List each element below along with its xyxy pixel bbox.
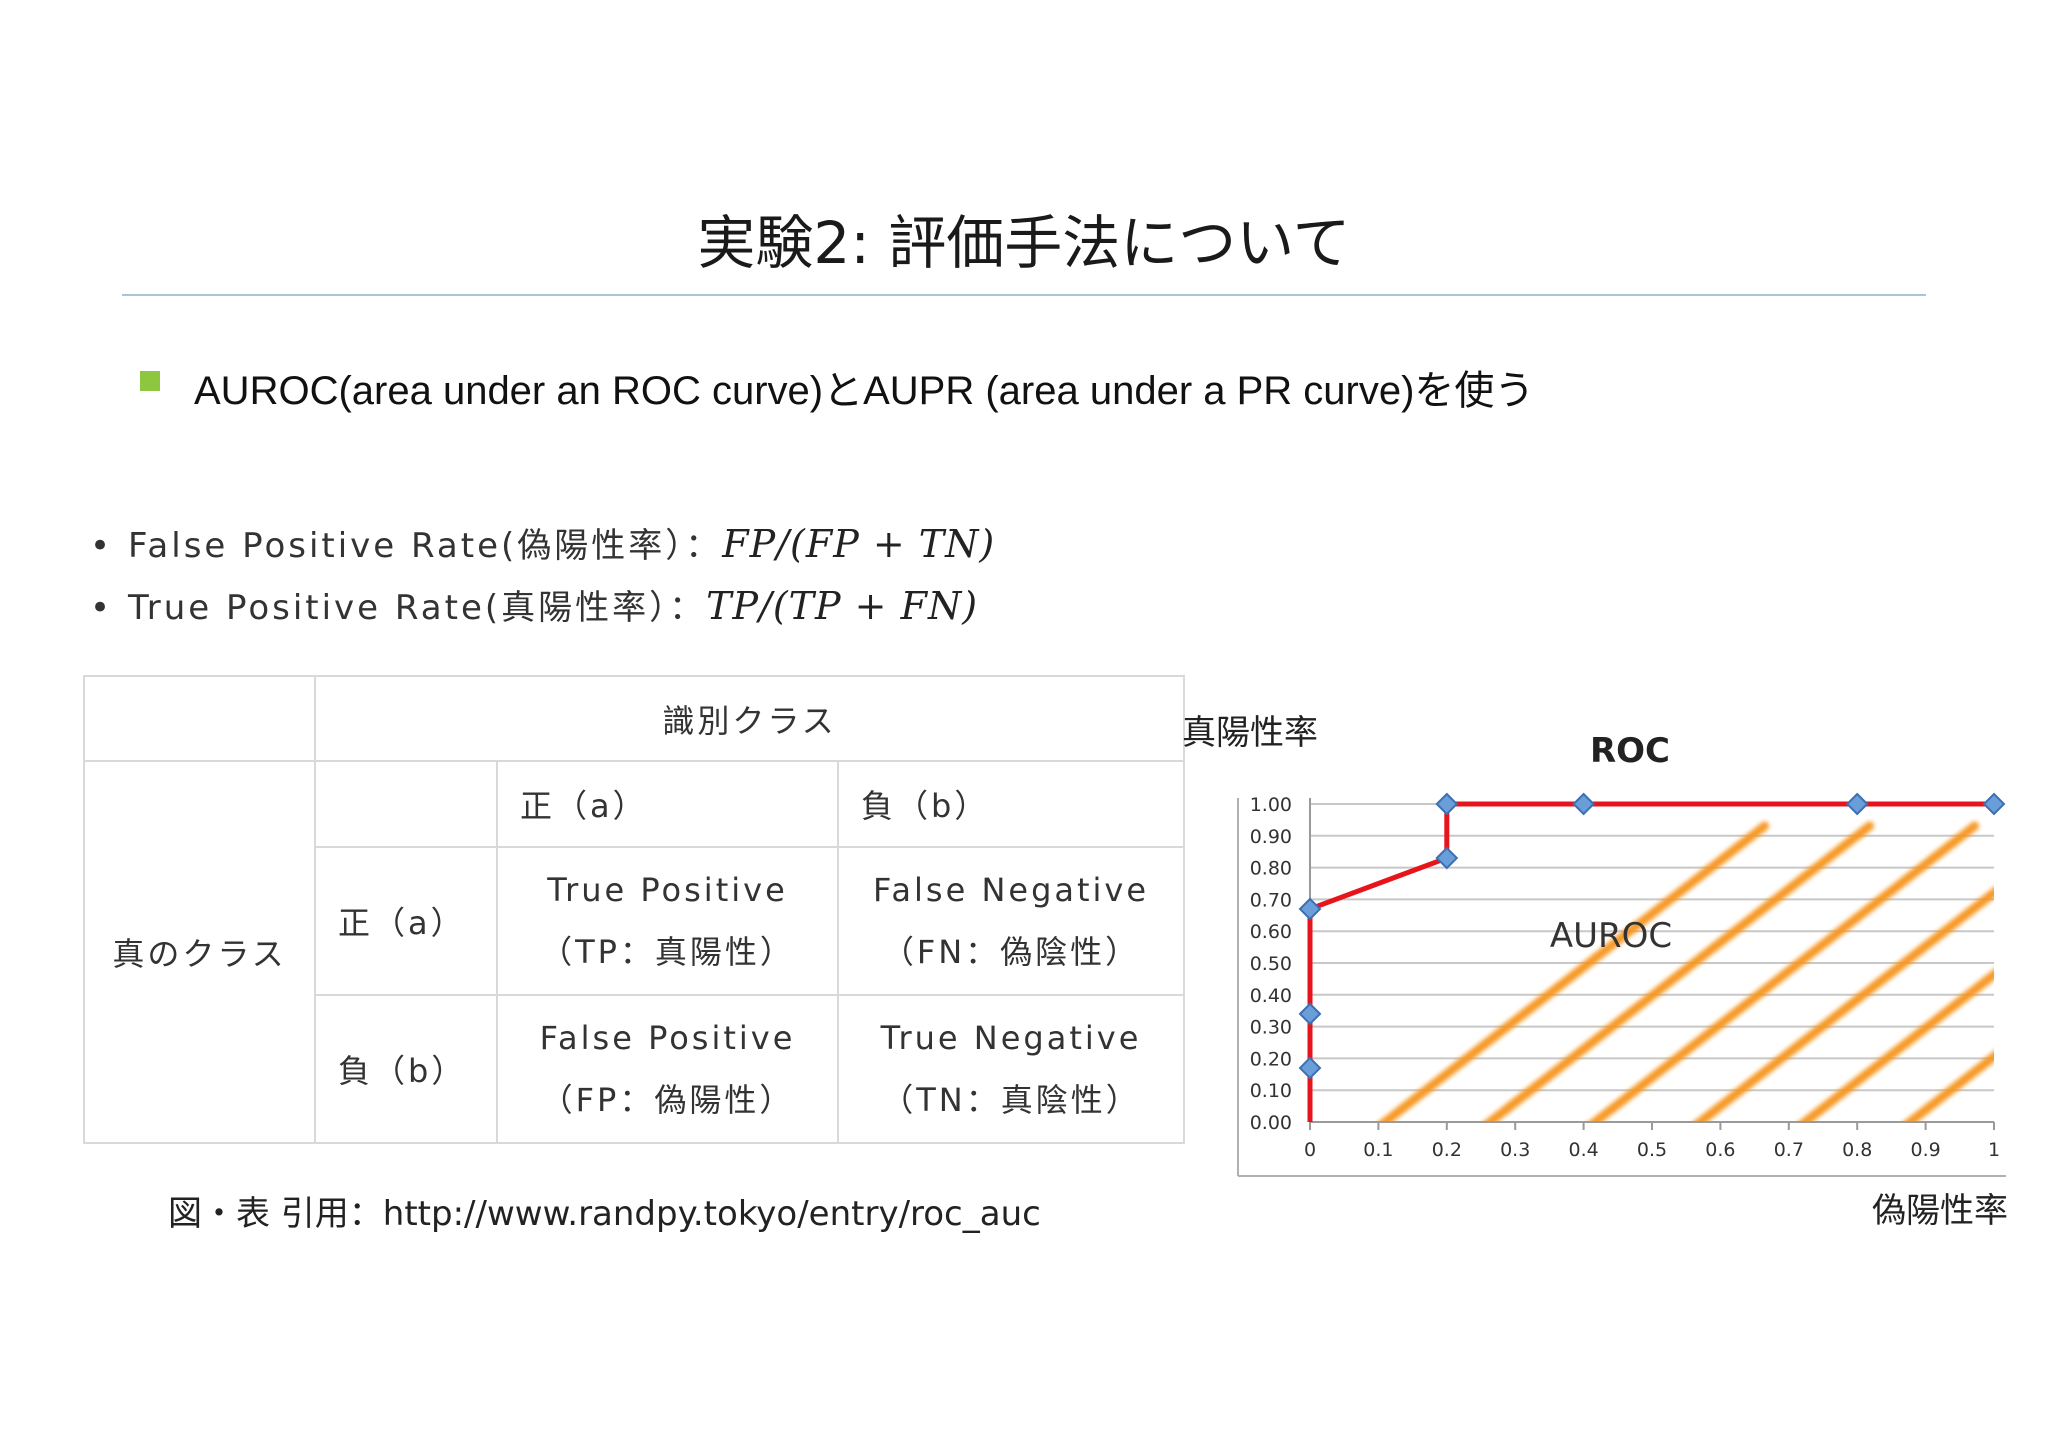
auroc-label: AUROC xyxy=(1550,916,1672,956)
chart-frame xyxy=(1237,798,2006,1177)
y-tick-label: 0.10 xyxy=(1250,1080,1292,1102)
roc-point xyxy=(1298,1056,1322,1080)
y-tick-label: 0.20 xyxy=(1250,1048,1292,1070)
y-tick-labels: 0.00 0.10 0.20 0.30 0.40 0.50 0.60 0.70 0.80 0.90… xyxy=(1250,794,1292,1134)
tpr-definition: • True Positive Rate(真陽性率）：TP/(TP + FN) xyxy=(90,580,978,636)
fp-japanese: （FP：偽陽性） xyxy=(540,1081,795,1119)
predicted-class-header: 識別クラス xyxy=(314,675,1185,762)
x-tick-label: 0.8 xyxy=(1842,1139,1872,1161)
x-tick-labels: 0 0.1 0.2 0.3 0.4 0.5 0.6 0.7 0.8 0.9 1 xyxy=(1304,1139,2000,1161)
hatch-stroke xyxy=(2010,826,2048,1126)
tp-japanese: （TP：真陽性） xyxy=(540,933,795,971)
x-tick-label: 0.5 xyxy=(1637,1139,1667,1161)
roc-point xyxy=(1572,792,1596,816)
hatch-stroke xyxy=(1482,821,1875,1122)
chart-ylabel: 真陽性率 xyxy=(1182,713,1318,753)
auroc-hatching xyxy=(1377,821,2048,1126)
predicted-negative-label: 負（b） xyxy=(837,760,1185,848)
tp-cell: True Positive （TP：真陽性） xyxy=(496,846,839,996)
chart-xlabel: 偽陽性率 xyxy=(1872,1191,2008,1231)
fp-english: False Positive xyxy=(539,1019,796,1057)
y-tick-label: 0.00 xyxy=(1250,1112,1292,1134)
fn-japanese: （FN：偽陰性） xyxy=(881,933,1141,971)
x-tick-label: 0.9 xyxy=(1910,1139,1940,1161)
fp-cell: False Positive （FP：偽陽性） xyxy=(496,994,839,1144)
y-tick-label: 0.90 xyxy=(1250,826,1292,848)
chart-title: ROC xyxy=(1590,731,1670,771)
square-bullet-icon xyxy=(140,371,160,391)
y-tick-label: 0.40 xyxy=(1250,985,1292,1007)
roc-point xyxy=(1435,846,1459,870)
matrix-corner-cell xyxy=(83,675,316,762)
fpr-formula: FP/(FP + TN) xyxy=(722,522,996,566)
tn-japanese: （TN：真陰性） xyxy=(881,1081,1141,1119)
dot-bullet-icon: • xyxy=(90,588,114,628)
main-bullet-text: AUROC(area under an ROC curve)とAUPR (are… xyxy=(194,369,1535,413)
roc-point xyxy=(1982,792,2006,816)
x-tick-label: 0.6 xyxy=(1705,1139,1735,1161)
fn-english: False Negative xyxy=(872,871,1150,909)
y-tick-label: 0.30 xyxy=(1250,1017,1292,1039)
roc-point xyxy=(1845,792,1869,816)
dot-bullet-icon: • xyxy=(90,526,114,566)
fpr-definition: • False Positive Rate(偽陽性率）：FP/(FP + TN) xyxy=(90,518,995,574)
hatch-stroke xyxy=(1377,821,1770,1122)
roc-point xyxy=(1298,1002,1322,1026)
x-tick-label: 0.4 xyxy=(1568,1139,1598,1161)
x-tick-label: 0.1 xyxy=(1363,1139,1393,1161)
hatch-stroke xyxy=(1902,1050,1994,1122)
figure-citation: 図・表 引用：http://www.randpy.tokyo/entry/roc… xyxy=(168,1194,1041,1234)
tp-english: True Positive xyxy=(547,871,788,909)
hatch-stroke xyxy=(1692,887,1994,1122)
matrix-blank-cell xyxy=(314,760,498,848)
fn-cell: False Negative （FN：偽陰性） xyxy=(837,846,1185,996)
x-tick-label: 1 xyxy=(1988,1139,2000,1161)
tn-cell: True Negative （TN：真陰性） xyxy=(837,994,1185,1144)
y-tick-label: 0.70 xyxy=(1250,889,1292,911)
title-divider xyxy=(122,294,1926,296)
actual-negative-label: 負（b） xyxy=(314,994,498,1144)
tn-english: True Negative xyxy=(880,1019,1142,1057)
actual-positive-label: 正（a） xyxy=(314,846,498,996)
y-tick-label: 1.00 xyxy=(1250,794,1292,816)
roc-point xyxy=(1298,897,1322,921)
x-tick-label: 0.3 xyxy=(1500,1139,1530,1161)
y-tick-label: 0.60 xyxy=(1250,921,1292,943)
hatch-stroke xyxy=(1797,968,1994,1122)
predicted-positive-label: 正（a） xyxy=(496,760,839,848)
x-tick-label: 0.2 xyxy=(1432,1139,1462,1161)
roc-point xyxy=(1435,792,1459,816)
tpr-label: True Positive Rate(真陽性率）： xyxy=(128,588,707,628)
x-tick-label: 0.7 xyxy=(1774,1139,1804,1161)
y-tick-label: 0.80 xyxy=(1250,858,1292,880)
confusion-matrix: 識別クラス 真のクラス 正（a） 負（b） 正（a） True Positive… xyxy=(83,675,1185,1144)
hatch-stroke xyxy=(1587,821,1980,1122)
y-tick-label: 0.50 xyxy=(1250,953,1292,975)
fpr-label: False Positive Rate(偽陽性率）： xyxy=(128,526,723,566)
slide-title: 実験2: 評価手法について xyxy=(697,209,1351,277)
x-tick-label: 0 xyxy=(1304,1139,1316,1161)
tpr-formula: TP/(TP + FN) xyxy=(706,584,979,628)
actual-class-header: 真のクラス xyxy=(83,760,316,1144)
roc-markers xyxy=(1298,792,2006,1080)
